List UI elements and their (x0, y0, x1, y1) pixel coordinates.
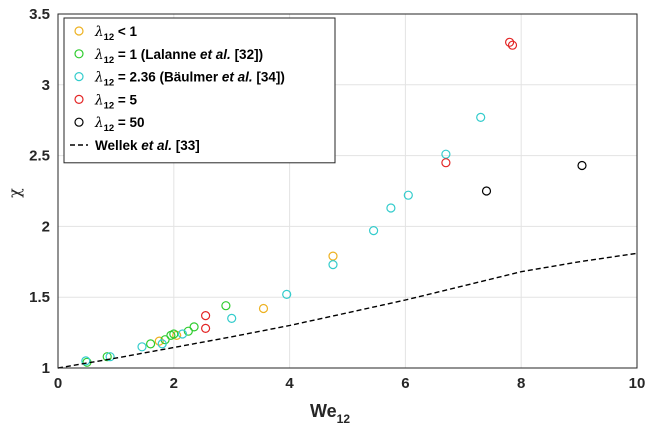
series-line-wellek (57, 252, 638, 369)
data-point (282, 289, 292, 299)
y-tick-label: 3 (42, 77, 50, 94)
legend-swatch-marker (74, 117, 84, 127)
legend-label-part: λ (94, 115, 104, 131)
data-point (201, 311, 211, 321)
legend-label-part: et al. (141, 138, 172, 153)
data-point (189, 322, 199, 332)
data-point (258, 303, 269, 314)
legend-label-part: [32]) (231, 47, 263, 62)
data-point (505, 37, 515, 47)
data-point (328, 260, 338, 270)
legend-label-part: Wellek (95, 138, 141, 153)
data-point (221, 301, 231, 311)
legend-label-part: = 50 (114, 115, 144, 130)
x-tick-label: 8 (517, 375, 525, 392)
data-point (369, 226, 379, 236)
legend-swatch-marker (74, 71, 84, 82)
data-point (137, 342, 147, 352)
legend-label-part: 12 (104, 100, 115, 111)
legend-label-part: 12 (104, 123, 115, 134)
legend-entry-label: λ12 = 1 (Lalanne et al. [32]) (94, 47, 263, 66)
legend-entry-label: Wellek et al. [33] (95, 138, 200, 153)
data-point (227, 313, 237, 323)
legend-label-part: < 1 (114, 24, 137, 39)
data-point (481, 186, 492, 196)
legend-box (63, 17, 336, 164)
series-2 (81, 112, 486, 366)
y-tick-label: 3.5 (29, 6, 50, 23)
series-1 (82, 301, 231, 367)
legend-entry-label: λ12 = 50 (94, 115, 145, 134)
legend-label-part: = 1 (Lalanne (114, 47, 200, 62)
legend-label-part: [33] (172, 138, 200, 153)
x-tick-label: 10 (629, 375, 646, 392)
data-point (507, 40, 518, 50)
y-tick-label: 1.5 (29, 289, 50, 306)
legend-entry-label: λ12 = 5 (94, 92, 138, 111)
data-point (157, 339, 167, 349)
data-point (105, 352, 115, 362)
legend-label-part: = 5 (114, 92, 137, 107)
legend-label-part: = 2.36 (Bäulmer (114, 70, 222, 85)
data-point (102, 352, 112, 362)
legend-label-part: λ (94, 47, 104, 63)
legend-label-part: 12 (104, 32, 115, 43)
x-tick-label: 4 (285, 375, 294, 392)
data-point (476, 112, 486, 123)
tick-labels: 0 2 4 6 8 10 1 1.5 2 2.5 3 3.5 (29, 6, 645, 392)
x-tick-label: 0 (54, 375, 62, 392)
data-point (81, 356, 91, 366)
y-axis-label: χ (5, 188, 24, 198)
series-0 (154, 251, 338, 346)
data-point (328, 251, 338, 261)
legend-label-part: 12 (104, 78, 115, 89)
data-point (386, 203, 396, 213)
x-tick-label: 2 (170, 375, 178, 392)
series-4 (481, 160, 587, 196)
legend-swatch-marker (74, 26, 84, 36)
data-point (577, 160, 587, 171)
data-point (441, 158, 451, 168)
legend-label-part: λ (94, 92, 104, 108)
data-point (146, 339, 156, 349)
x-tick-label: 6 (401, 375, 409, 392)
legend-swatch-marker (74, 94, 84, 105)
data-point (169, 329, 179, 339)
data-point (183, 326, 193, 336)
y-tick-label: 2 (42, 218, 50, 235)
y-tick-label: 2.5 (29, 148, 50, 165)
x-axis-label-sub: 12 (337, 412, 351, 426)
legend-label-part: et al. (222, 70, 253, 85)
legend-entry-label: λ12 = 2.36 (Bäulmer et al. [34]) (94, 70, 285, 89)
data-point (441, 149, 451, 159)
data-point (201, 323, 211, 333)
legend-entry-label: λ12 < 1 (94, 24, 138, 43)
data-point (403, 190, 413, 200)
series-5 (57, 252, 638, 369)
legend-label-part: 12 (104, 55, 115, 66)
plot-frame (57, 13, 638, 369)
y-tick-label: 1 (42, 360, 50, 377)
legend-label-part: [34]) (253, 70, 285, 85)
x-axis-label: We12 (310, 401, 350, 426)
series-3 (201, 37, 518, 333)
legend-swatch-marker (74, 49, 84, 59)
series-layer (57, 37, 638, 369)
x-axis-label-main: We (310, 401, 337, 421)
legend-label-part: λ (94, 70, 104, 86)
data-point (154, 336, 164, 346)
legend-label-part: λ (94, 24, 104, 40)
legend-label-part: et al. (200, 47, 231, 62)
data-point (177, 329, 188, 339)
